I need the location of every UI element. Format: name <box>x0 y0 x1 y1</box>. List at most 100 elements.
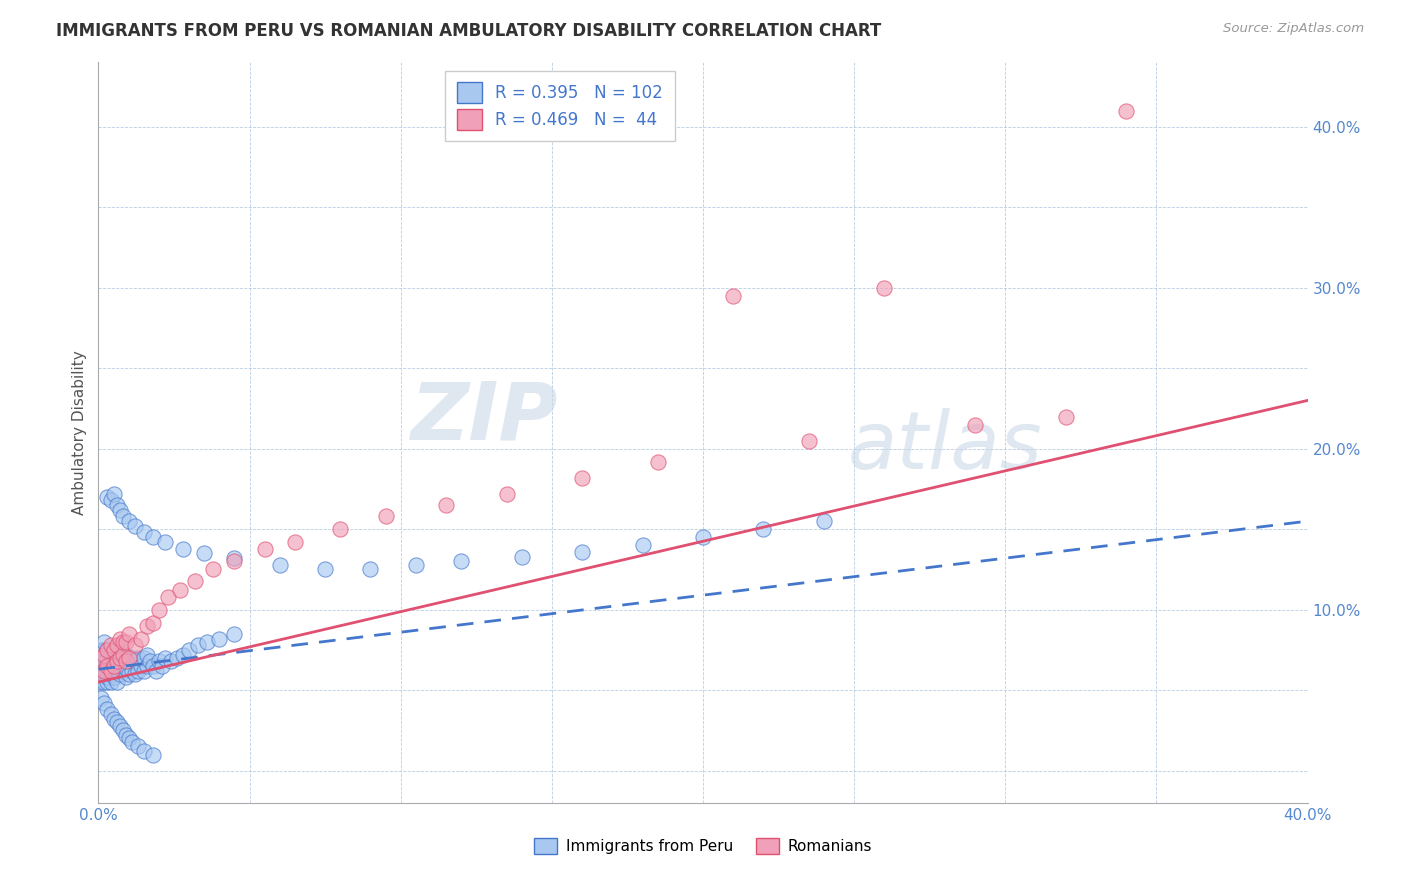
Point <box>105 664 128 678</box>
Point <box>118 651 141 665</box>
Point <box>103 670 125 684</box>
Point <box>111 648 134 662</box>
Point <box>148 654 170 668</box>
Point <box>118 654 141 668</box>
Point <box>111 723 134 738</box>
Point <box>93 635 115 649</box>
Point <box>90 659 112 673</box>
Point <box>142 615 165 630</box>
Point <box>111 664 134 678</box>
Point <box>118 627 141 641</box>
Point <box>111 651 134 665</box>
Point <box>127 651 149 665</box>
Point <box>114 670 136 684</box>
Point <box>105 651 128 665</box>
Point <box>187 638 209 652</box>
Point <box>103 644 125 658</box>
Point <box>434 498 457 512</box>
Point <box>124 519 146 533</box>
Point <box>96 675 118 690</box>
Text: Source: ZipAtlas.com: Source: ZipAtlas.com <box>1223 22 1364 36</box>
Point <box>269 558 291 572</box>
Point <box>93 675 115 690</box>
Point <box>121 664 143 678</box>
Point <box>105 638 128 652</box>
Legend: Immigrants from Peru, Romanians: Immigrants from Peru, Romanians <box>526 830 880 862</box>
Point <box>96 490 118 504</box>
Point <box>145 664 167 678</box>
Point <box>127 664 149 678</box>
Point <box>1054 409 1077 424</box>
Text: ZIP: ZIP <box>411 379 558 457</box>
Point <box>111 509 134 524</box>
Point <box>100 493 122 508</box>
Point <box>405 558 427 572</box>
Point <box>103 643 125 657</box>
Point <box>135 659 157 673</box>
Point <box>100 648 122 662</box>
Point <box>103 659 125 673</box>
Point <box>100 675 122 690</box>
Point <box>105 675 128 690</box>
Point <box>169 583 191 598</box>
Point <box>108 632 131 646</box>
Point <box>129 632 152 646</box>
Point <box>571 545 593 559</box>
Point <box>103 664 125 678</box>
Point <box>139 654 162 668</box>
Point <box>208 632 231 646</box>
Point <box>156 590 179 604</box>
Point <box>142 659 165 673</box>
Point <box>631 538 654 552</box>
Point <box>150 659 173 673</box>
Point <box>114 635 136 649</box>
Point <box>105 498 128 512</box>
Point <box>132 651 155 665</box>
Point <box>813 514 835 528</box>
Point <box>1115 103 1137 118</box>
Point <box>90 675 112 690</box>
Point <box>114 660 136 674</box>
Point <box>93 648 115 662</box>
Point <box>93 664 115 678</box>
Point <box>96 651 118 665</box>
Point <box>93 667 115 681</box>
Point <box>90 691 112 706</box>
Point <box>142 747 165 762</box>
Point <box>224 551 246 566</box>
Point <box>114 728 136 742</box>
Point <box>166 651 188 665</box>
Point <box>90 643 112 657</box>
Point <box>108 667 131 681</box>
Point <box>253 541 276 556</box>
Point <box>100 707 122 722</box>
Point <box>873 281 896 295</box>
Point <box>108 648 131 662</box>
Point <box>647 454 669 468</box>
Y-axis label: Ambulatory Disability: Ambulatory Disability <box>72 351 87 515</box>
Point <box>284 535 307 549</box>
Point <box>692 530 714 544</box>
Point <box>108 651 131 665</box>
Point <box>103 654 125 668</box>
Point <box>193 546 215 560</box>
Point <box>132 525 155 540</box>
Point <box>105 654 128 668</box>
Point <box>172 541 194 556</box>
Point <box>195 635 218 649</box>
Point <box>797 434 820 448</box>
Point <box>118 514 141 528</box>
Point <box>121 651 143 665</box>
Point <box>96 670 118 684</box>
Point <box>329 522 352 536</box>
Point <box>118 667 141 681</box>
Point <box>111 635 134 649</box>
Point <box>114 654 136 668</box>
Point <box>90 651 112 665</box>
Point <box>153 535 176 549</box>
Point <box>96 657 118 672</box>
Text: IMMIGRANTS FROM PERU VS ROMANIAN AMBULATORY DISABILITY CORRELATION CHART: IMMIGRANTS FROM PERU VS ROMANIAN AMBULAT… <box>56 22 882 40</box>
Point <box>124 654 146 668</box>
Point <box>224 554 246 568</box>
Point <box>100 638 122 652</box>
